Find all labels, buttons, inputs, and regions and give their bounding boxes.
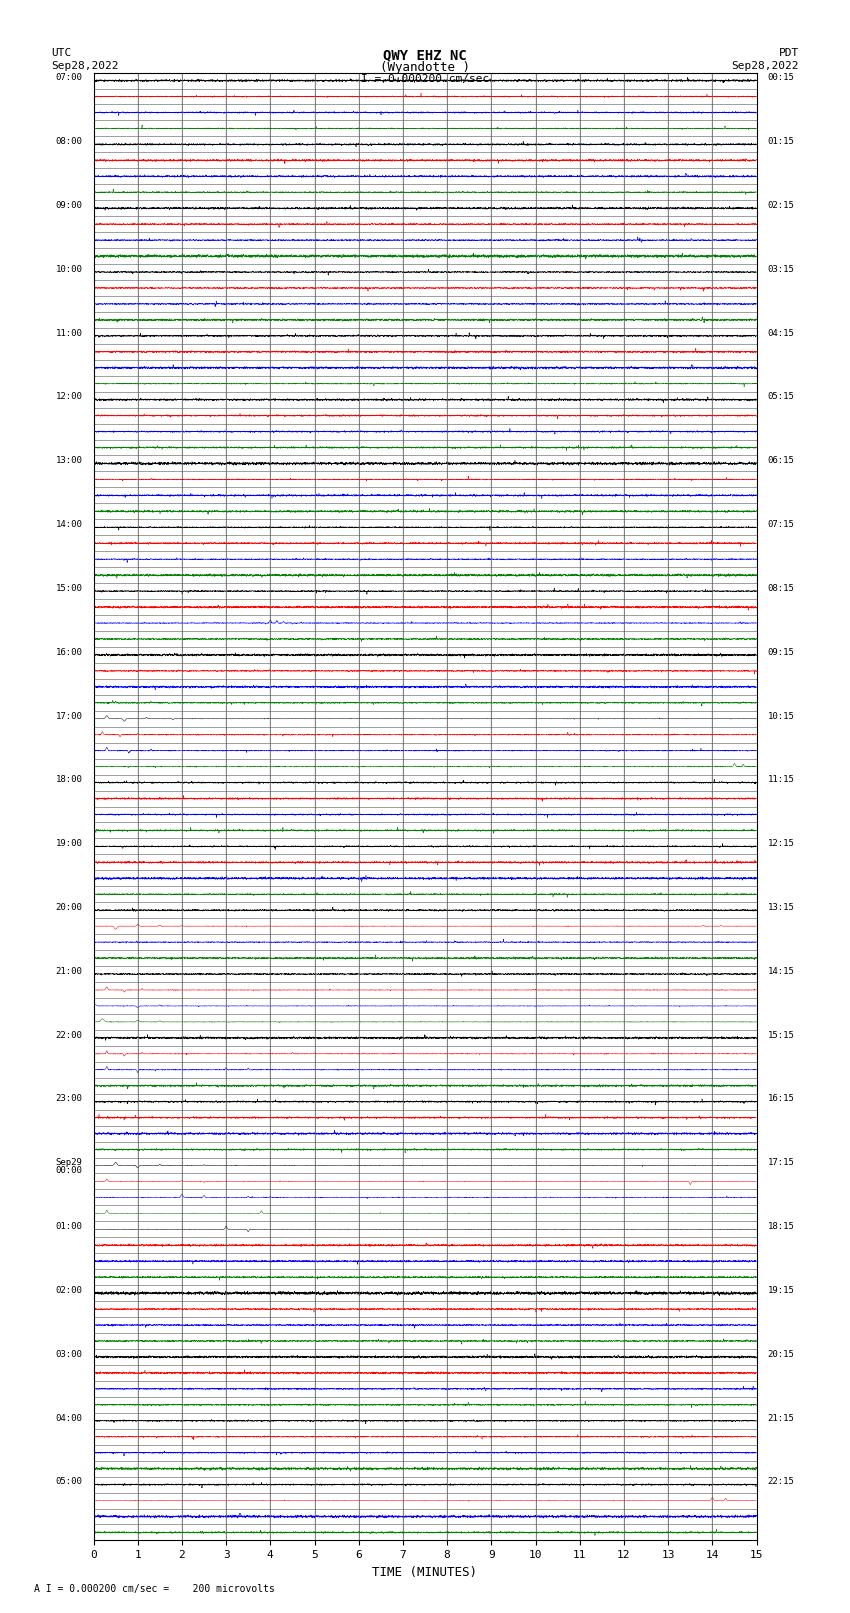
Text: Sep29: Sep29 bbox=[55, 1158, 82, 1168]
Text: 12:15: 12:15 bbox=[768, 839, 795, 848]
Text: 02:15: 02:15 bbox=[768, 202, 795, 210]
Text: 07:15: 07:15 bbox=[768, 519, 795, 529]
Text: 21:00: 21:00 bbox=[55, 966, 82, 976]
Text: 22:00: 22:00 bbox=[55, 1031, 82, 1040]
Text: 21:15: 21:15 bbox=[768, 1413, 795, 1423]
Text: 23:00: 23:00 bbox=[55, 1095, 82, 1103]
Text: 16:00: 16:00 bbox=[55, 648, 82, 656]
Text: 04:00: 04:00 bbox=[55, 1413, 82, 1423]
Text: 12:00: 12:00 bbox=[55, 392, 82, 402]
Text: 17:15: 17:15 bbox=[768, 1158, 795, 1168]
Text: 02:00: 02:00 bbox=[55, 1286, 82, 1295]
Text: 14:15: 14:15 bbox=[768, 966, 795, 976]
Text: 13:15: 13:15 bbox=[768, 903, 795, 911]
Text: 20:00: 20:00 bbox=[55, 903, 82, 911]
Text: 09:00: 09:00 bbox=[55, 202, 82, 210]
Text: 08:00: 08:00 bbox=[55, 137, 82, 147]
Text: 11:00: 11:00 bbox=[55, 329, 82, 337]
Text: 01:15: 01:15 bbox=[768, 137, 795, 147]
Text: 09:15: 09:15 bbox=[768, 648, 795, 656]
Text: 16:15: 16:15 bbox=[768, 1095, 795, 1103]
Text: 20:15: 20:15 bbox=[768, 1350, 795, 1358]
Text: 06:15: 06:15 bbox=[768, 456, 795, 465]
Text: 03:15: 03:15 bbox=[768, 265, 795, 274]
Text: A I = 0.000200 cm/sec =    200 microvolts: A I = 0.000200 cm/sec = 200 microvolts bbox=[34, 1584, 275, 1594]
Text: PDT: PDT bbox=[779, 48, 799, 58]
Text: Sep28,2022: Sep28,2022 bbox=[51, 61, 118, 71]
X-axis label: TIME (MINUTES): TIME (MINUTES) bbox=[372, 1566, 478, 1579]
Text: 05:15: 05:15 bbox=[768, 392, 795, 402]
Text: 10:00: 10:00 bbox=[55, 265, 82, 274]
Text: 00:15: 00:15 bbox=[768, 73, 795, 82]
Text: 19:15: 19:15 bbox=[768, 1286, 795, 1295]
Text: 13:00: 13:00 bbox=[55, 456, 82, 465]
Text: QWY EHZ NC: QWY EHZ NC bbox=[383, 48, 467, 63]
Text: I = 0.000200 cm/sec: I = 0.000200 cm/sec bbox=[361, 74, 489, 84]
Text: 04:15: 04:15 bbox=[768, 329, 795, 337]
Text: 18:00: 18:00 bbox=[55, 776, 82, 784]
Text: Sep28,2022: Sep28,2022 bbox=[732, 61, 799, 71]
Text: 08:15: 08:15 bbox=[768, 584, 795, 594]
Text: 22:15: 22:15 bbox=[768, 1478, 795, 1487]
Text: 01:00: 01:00 bbox=[55, 1223, 82, 1231]
Text: 11:15: 11:15 bbox=[768, 776, 795, 784]
Text: 19:00: 19:00 bbox=[55, 839, 82, 848]
Text: 18:15: 18:15 bbox=[768, 1223, 795, 1231]
Text: 00:00: 00:00 bbox=[55, 1166, 82, 1176]
Text: UTC: UTC bbox=[51, 48, 71, 58]
Text: 05:00: 05:00 bbox=[55, 1478, 82, 1487]
Text: 15:00: 15:00 bbox=[55, 584, 82, 594]
Text: 15:15: 15:15 bbox=[768, 1031, 795, 1040]
Text: 14:00: 14:00 bbox=[55, 519, 82, 529]
Text: 03:00: 03:00 bbox=[55, 1350, 82, 1358]
Text: 17:00: 17:00 bbox=[55, 711, 82, 721]
Text: 10:15: 10:15 bbox=[768, 711, 795, 721]
Text: 07:00: 07:00 bbox=[55, 73, 82, 82]
Text: (Wyandotte ): (Wyandotte ) bbox=[380, 61, 470, 74]
